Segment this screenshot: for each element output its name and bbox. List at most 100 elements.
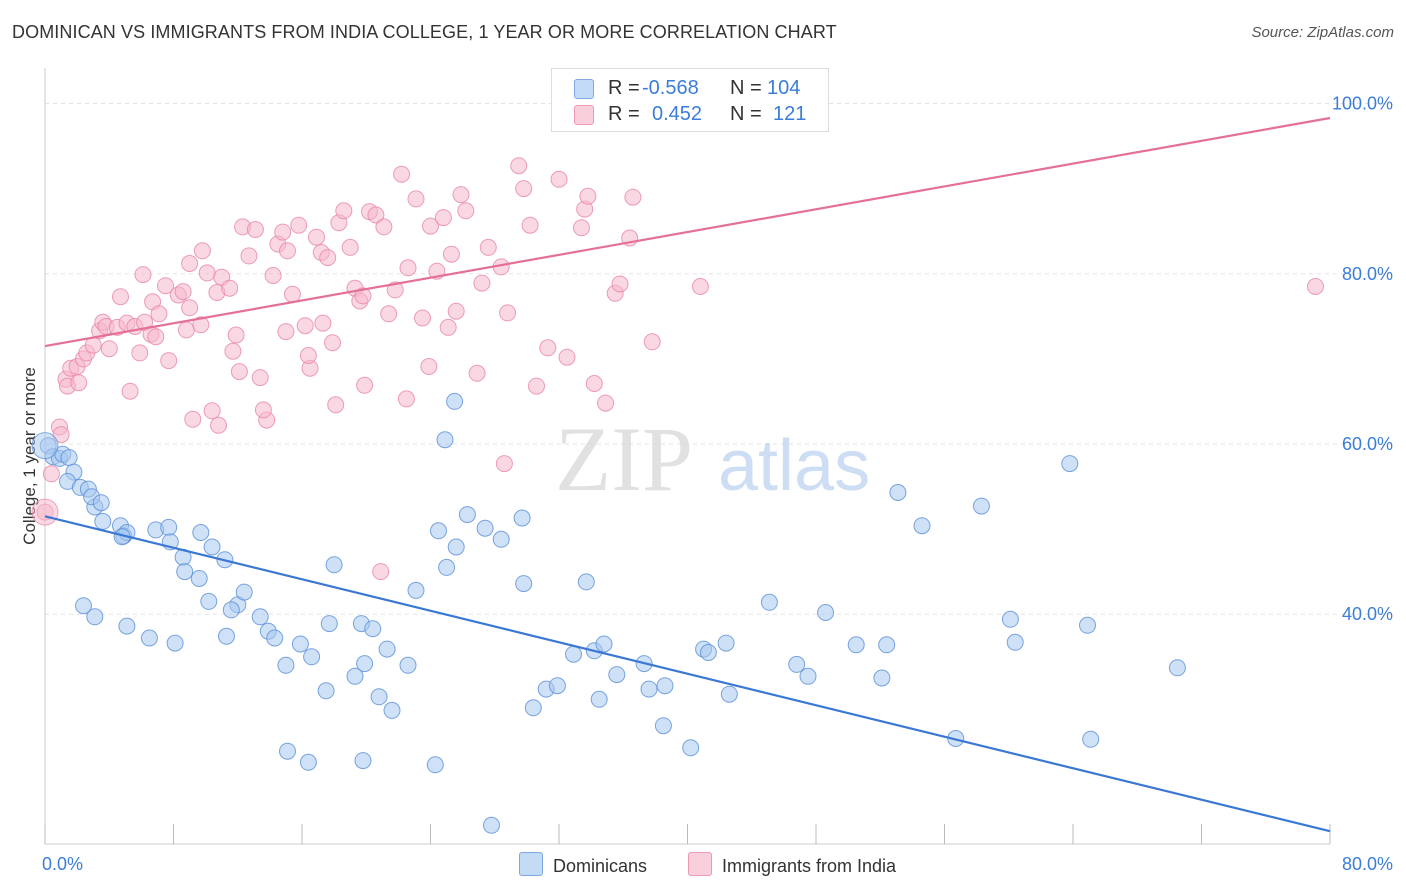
x-tick-label-80: 80.0% bbox=[1342, 854, 1393, 874]
point-dominicans bbox=[370, 688, 388, 706]
point-dominicans bbox=[203, 538, 221, 556]
point-india bbox=[324, 334, 341, 352]
point-dominicans bbox=[118, 617, 136, 635]
point-dominicans bbox=[458, 506, 476, 524]
point-dominicans bbox=[913, 517, 931, 535]
point-dominicans bbox=[346, 667, 364, 685]
point-dominicans bbox=[878, 636, 896, 654]
point-dominicans bbox=[524, 699, 542, 717]
point-dominicans bbox=[354, 752, 372, 770]
point-india bbox=[131, 344, 149, 362]
point-india bbox=[274, 223, 292, 241]
point-dominicans bbox=[200, 592, 218, 610]
point-india bbox=[375, 218, 393, 236]
point-india bbox=[296, 317, 314, 335]
point-dominicans bbox=[31, 432, 59, 460]
bottom-legend-label-india: Immigrants from India bbox=[722, 856, 897, 876]
point-dominicans bbox=[75, 597, 92, 615]
point-dominicans bbox=[166, 634, 184, 652]
point-dominicans bbox=[251, 608, 269, 626]
point-india bbox=[393, 165, 411, 183]
point-dominicans bbox=[235, 583, 253, 601]
point-dominicans bbox=[192, 524, 210, 541]
point-dominicans bbox=[720, 685, 738, 703]
point-dominicans bbox=[476, 519, 494, 537]
point-india bbox=[52, 426, 70, 444]
point-india bbox=[611, 275, 629, 293]
point-dominicans bbox=[717, 634, 735, 652]
point-dominicans bbox=[447, 538, 465, 556]
point-dominicans bbox=[222, 601, 240, 619]
point-india bbox=[240, 247, 258, 265]
trend-line-dominicans bbox=[44, 515, 1331, 833]
legend-n-value-dominicans: 104 bbox=[767, 77, 801, 99]
point-dominicans bbox=[60, 449, 78, 467]
point-dominicans bbox=[291, 635, 309, 653]
point-dominicans bbox=[760, 593, 778, 611]
point-dominicans bbox=[160, 518, 178, 536]
point-dominicans bbox=[682, 739, 700, 757]
point-india bbox=[335, 202, 353, 220]
point-india bbox=[521, 216, 539, 234]
point-dominicans bbox=[364, 620, 382, 638]
point-dominicans bbox=[577, 573, 595, 591]
point-india bbox=[643, 333, 661, 351]
point-dominicans bbox=[407, 581, 425, 599]
point-dominicans bbox=[266, 629, 284, 647]
point-india bbox=[100, 340, 118, 358]
point-india bbox=[279, 242, 296, 260]
point-dominicans bbox=[430, 522, 447, 540]
y-tick-label-80: 80.0% bbox=[1342, 264, 1393, 284]
watermark-atlas: atlas bbox=[718, 426, 870, 506]
point-dominicans bbox=[847, 636, 865, 654]
point-india bbox=[174, 283, 192, 301]
point-india bbox=[442, 245, 460, 263]
point-india bbox=[308, 228, 325, 246]
point-dominicans bbox=[320, 615, 338, 633]
point-india bbox=[558, 348, 576, 366]
stats-legend: R = -0.568 N = 104 R = 0.452 N = 121 bbox=[551, 68, 829, 132]
point-india bbox=[515, 180, 533, 198]
point-india bbox=[42, 465, 60, 483]
point-dominicans bbox=[873, 669, 891, 687]
point-india bbox=[290, 216, 308, 234]
bottom-legend-label-dominicans: Dominicans bbox=[553, 856, 648, 876]
point-dominicans bbox=[972, 497, 990, 515]
point-dominicans bbox=[548, 677, 566, 695]
point-dominicans bbox=[608, 666, 626, 684]
point-dominicans bbox=[325, 556, 343, 574]
point-india bbox=[479, 238, 497, 256]
point-india bbox=[510, 157, 528, 175]
point-india bbox=[181, 299, 199, 317]
point-dominicans bbox=[654, 717, 672, 735]
point-india bbox=[157, 277, 174, 295]
point-india bbox=[420, 358, 438, 375]
point-dominicans bbox=[378, 640, 396, 658]
point-dominicans bbox=[1061, 455, 1079, 473]
point-india bbox=[399, 259, 417, 277]
point-india bbox=[367, 206, 385, 224]
bottom-legend-swatch-india bbox=[688, 852, 712, 876]
point-india bbox=[499, 304, 517, 322]
point-india bbox=[314, 314, 332, 332]
point-india bbox=[203, 402, 221, 420]
point-dominicans bbox=[889, 484, 907, 501]
point-india bbox=[134, 266, 152, 284]
point-dominicans bbox=[565, 645, 582, 663]
gridlines bbox=[45, 103, 1392, 615]
point-india bbox=[277, 323, 295, 341]
point-india bbox=[221, 279, 239, 297]
point-india bbox=[585, 375, 603, 392]
point-india bbox=[539, 339, 557, 357]
point-dominicans bbox=[383, 701, 401, 719]
point-india bbox=[198, 264, 216, 282]
point-india bbox=[299, 347, 317, 364]
point-dominicans bbox=[492, 530, 510, 548]
point-dominicans bbox=[299, 753, 317, 771]
point-india bbox=[230, 363, 248, 381]
legend-swatch-dominicans bbox=[574, 79, 594, 99]
point-dominicans bbox=[317, 682, 335, 700]
point-india bbox=[573, 219, 590, 237]
legend-n-label: N = bbox=[730, 103, 762, 125]
